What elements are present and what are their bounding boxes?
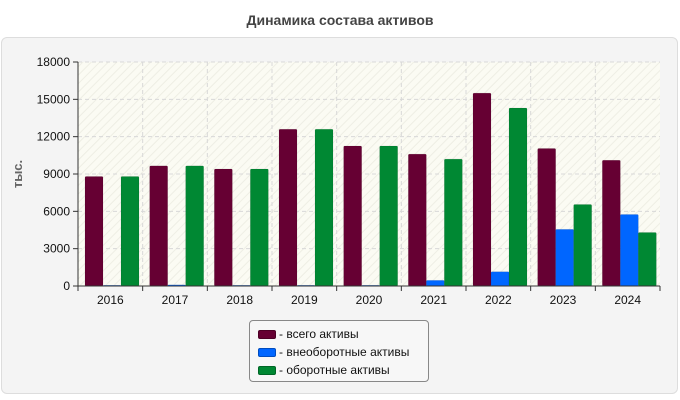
y-tick-label: 12000 [37,130,71,144]
x-tick-label: 2022 [485,293,512,307]
legend-label-noncurrent: - внеоборотные активы [279,345,410,359]
gridlines [78,61,660,286]
x-tick-label: 2019 [291,293,318,307]
x-tick-label: 2017 [162,293,189,307]
y-axis-label: тыс. [10,160,25,188]
x-tick-label: 2020 [356,293,383,307]
x-tick-label: 2023 [550,293,577,307]
legend-swatch-noncurrent [258,347,276,357]
bar-total [537,148,556,287]
y-tick-label: 0 [63,279,70,293]
chart-title: Динамика состава активов [246,12,434,28]
legend: - всего активы - внеоборотные активы - о… [249,320,429,382]
y-tick-label: 6000 [43,204,70,218]
bar-total [278,128,298,287]
legend-item-current: - оборотные активы [258,361,420,379]
bar-total [472,92,492,287]
legend-swatch-total [258,329,276,339]
x-tick-label: 2024 [614,293,641,307]
x-tick-label: 2021 [420,293,447,307]
y-tick-label: 9000 [43,167,70,181]
y-tick-label: 15000 [37,92,71,106]
bar-noncurrent [426,280,445,287]
bar-total [149,165,168,287]
bar-current [314,128,334,287]
legend-label-current: - оборотные активы [279,363,390,377]
bar-current [508,107,528,287]
bar-noncurrent [620,214,639,287]
legend-item-noncurrent: - внеоборотные активы [258,343,420,361]
bar-current [573,204,592,287]
bar-noncurrent [555,229,574,287]
bar-total [408,153,427,287]
bar-noncurrent [490,271,510,287]
bars [84,92,657,287]
bar-current [250,168,269,287]
bar-current [185,165,204,287]
bar-current [120,176,140,287]
bar-total [84,176,104,287]
bar-current [444,158,463,287]
y-tick-label: 18000 [37,55,71,69]
legend-label-total: - всего активы [279,327,359,341]
bar-total [602,160,621,287]
bar-total [343,145,362,287]
bar-current [638,232,657,287]
x-tick-label: 2018 [226,293,253,307]
bar-current [379,145,398,287]
bar-total [214,168,233,287]
y-tick-label: 3000 [43,242,70,256]
tick-labels: 0 3000 6000 9000 12000 15000 18000 2016 2017 2018… [37,55,661,307]
legend-swatch-current [258,365,276,375]
legend-item-total: - всего активы [258,325,420,343]
x-tick-label: 2016 [97,293,124,307]
